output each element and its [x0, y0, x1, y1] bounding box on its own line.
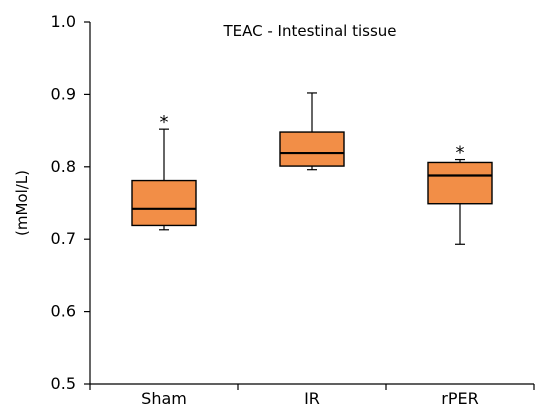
x-ticks: Sham IR rPER: [89, 384, 535, 408]
box-iqr: [427, 161, 493, 205]
y-tick-label: 0.8: [51, 157, 76, 176]
box-iqr: [279, 131, 345, 167]
box-group-rper: *: [427, 143, 493, 245]
significance-marker: *: [160, 112, 169, 133]
box-group-ir: [279, 92, 345, 171]
y-tick-label: 0.7: [51, 229, 76, 248]
y-ticks: 0.5 0.6 0.7 0.8 0.9 1.0: [51, 12, 90, 393]
box-group-sham: *: [131, 112, 197, 231]
boxes: **: [131, 92, 493, 245]
y-axis-label: (mMol/L): [13, 170, 31, 236]
box-iqr: [131, 179, 197, 227]
x-tick-label: rPER: [441, 389, 478, 408]
y-tick-label: 0.9: [51, 84, 76, 103]
y-tick-label: 0.5: [51, 374, 76, 393]
significance-marker: *: [456, 143, 465, 164]
x-tick-label: IR: [304, 389, 320, 408]
chart-title: TEAC - Intestinal tissue: [222, 22, 396, 40]
y-tick-label: 0.6: [51, 302, 76, 321]
axes: [89, 22, 534, 385]
y-tick-label: 1.0: [51, 12, 76, 31]
x-tick-label: Sham: [141, 389, 187, 408]
